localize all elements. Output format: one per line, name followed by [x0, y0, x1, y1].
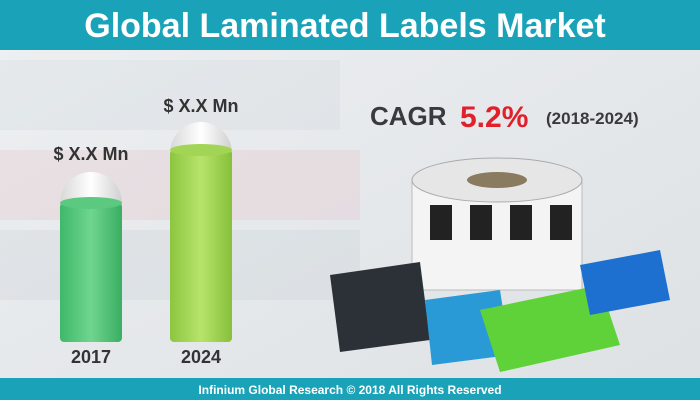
cagr-value: 5.2%: [460, 101, 528, 134]
bar-2024: [170, 122, 232, 342]
cagr-period: (2018-2024): [546, 109, 639, 128]
footer-banner: [0, 378, 700, 400]
bar-top: [60, 197, 122, 209]
bar-fill: [170, 150, 232, 342]
cagr-label: CAGR: [370, 101, 447, 131]
footer-text: Infinium Global Research © 2018 All Righ…: [198, 383, 501, 397]
product-image: [330, 157, 670, 372]
bar-fill: [60, 203, 122, 342]
title: Global Laminated Labels Market: [84, 7, 605, 45]
bar-amount: $ X.X Mn: [53, 144, 128, 164]
bar-amount: $ X.X Mn: [163, 96, 238, 116]
bar-top: [170, 144, 232, 156]
bar-year: 2017: [71, 347, 111, 367]
title-banner: [0, 0, 700, 50]
bar-2017: [60, 172, 122, 342]
bar-year: 2024: [181, 347, 221, 367]
